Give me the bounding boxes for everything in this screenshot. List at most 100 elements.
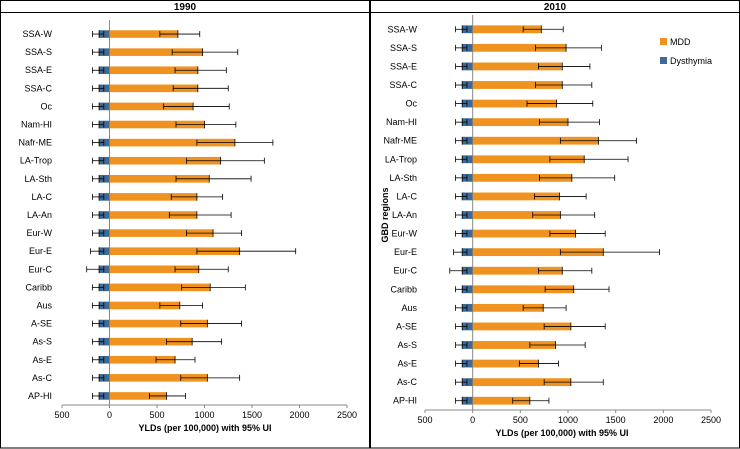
x-tick-label: 0 [470,415,475,425]
x-tick-label: 1500 [242,410,262,420]
category-label: LA-An [27,210,52,220]
dysthymia-bar [462,229,473,238]
category-label: SSA-C [24,83,52,93]
legend-label-dysthymia: Dysthymia [670,56,712,66]
category-label: SSA-C [389,80,417,90]
dysthymia-bar [99,283,110,292]
dysthymia-bar [462,248,473,257]
dysthymia-bar [99,392,110,400]
dysthymia-bar [99,156,110,165]
dysthymia-bar [99,102,110,111]
mdd-bar [109,138,235,147]
category-label: As-C [32,373,53,383]
mdd-bar [109,392,167,400]
category-label: SSA-W [22,29,52,39]
mdd-bar [109,84,198,93]
dysthymia-bar [462,136,473,145]
dysthymia-bar [462,285,473,294]
mdd-bar [109,211,197,219]
dysthymia-bar [462,99,473,108]
mdd-bar [472,303,544,312]
mdd-bar [109,301,180,310]
x-tick-label: 2500 [701,415,721,425]
dysthymia-bar [99,175,110,183]
mdd-bar [472,25,542,34]
dysthymia-bar [462,25,473,34]
category-label: AP-HI [28,391,52,401]
plot-area-2010: 500 0 500 1000 1500 2000 2500 YLDs (per 100,000… [380,15,721,438]
category-label: SSA-S [25,47,52,57]
dysthymia-bar [462,81,473,89]
dysthymia-bar [462,192,473,201]
panel-title-1990: 1990 [174,2,197,13]
mdd-bar [109,193,197,201]
category-label: Nafr-ME [384,136,418,146]
mdd-bar [472,81,563,89]
mdd-bar [472,192,560,201]
dysthymia-bar [99,247,110,255]
x-tick-label: 0 [107,410,112,420]
dysthymia-bar [99,355,110,364]
category-label: A-SE [31,319,52,329]
mdd-bar [109,265,199,274]
category-label: Eur-W [27,228,53,238]
x-tick-label: 1500 [606,415,626,425]
category-label: As-S [32,337,52,347]
dysthymia-bar [462,173,473,182]
category-label: SSA-S [390,43,417,53]
category-label: As-E [397,359,417,369]
category-label: As-E [32,355,52,365]
mdd-bar [472,266,563,275]
mdd-bar [109,30,178,38]
category-label: Eur-E [394,247,417,257]
mdd-bar [109,120,205,129]
mdd-bar [472,118,568,127]
x-axis-title: YLDs (per 100,000) with 95% UI [138,423,271,433]
category-label: LA-Trop [385,154,417,164]
category-label: A-SE [396,321,417,331]
category-label: Nafr-ME [19,138,53,148]
dysthymia-bar [99,48,110,56]
dysthymia-bar [462,266,473,275]
dysthymia-bar [462,155,473,164]
category-label: LA-Sth [24,174,52,184]
category-label: Nam-HI [21,120,52,130]
category-label: Caribb [390,284,417,294]
category-label: Eur-W [392,229,418,239]
dysthymia-bar [99,66,110,75]
legend-swatch-mdd [660,38,667,45]
category-label: Oc [40,101,52,111]
category-label: Caribb [25,282,52,292]
dysthymia-bar [99,301,110,310]
dysthymia-bar [99,265,110,274]
legend: MDD Dysthymia [660,37,712,66]
mdd-bar [472,136,599,145]
x-tick-label: 2000 [653,415,673,425]
dysthymia-bar [462,359,473,368]
dysthymia-bar [99,337,110,346]
dysthymia-bar [99,319,110,328]
mdd-bar [109,156,221,165]
mdd-bar [472,62,563,71]
dysthymia-bar [99,30,110,38]
category-label: SSA-E [25,65,52,75]
x-tick-label: 500 [513,415,528,425]
category-label: SSA-E [390,61,417,71]
category-label: Eur-C [28,264,52,274]
legend-label-mdd: MDD [670,37,691,47]
mdd-bar [109,319,208,328]
category-label: Oc [405,99,417,109]
dysthymia-bar [462,43,473,52]
category-label: Aus [36,300,52,310]
dysthymia-bar [462,378,473,387]
x-tick-label: 500 [149,410,164,420]
plot-area-1990: 500 0 500 1000 1500 2000 2500 YLDs (per 100,000… [19,20,357,433]
category-label: LA-C [31,192,52,202]
mdd-bar [472,173,572,182]
mdd-bar [472,359,539,368]
dysthymia-bar [462,303,473,312]
panel-frame-2010 [370,0,740,449]
mdd-bar [109,355,176,364]
mdd-bar [109,283,211,292]
dysthymia-bar [99,84,110,93]
